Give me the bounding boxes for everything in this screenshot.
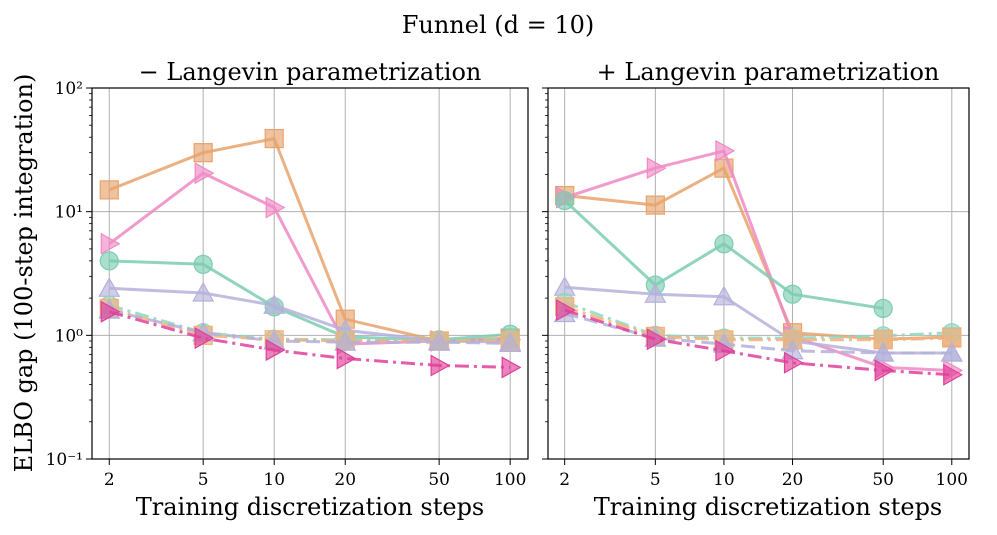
data-point-triangle-right <box>715 139 736 162</box>
data-point-triangle-up <box>872 341 895 362</box>
data-point-triangle-right <box>783 351 804 374</box>
data-point-triangle-up <box>499 332 522 353</box>
yticks-right <box>542 87 548 460</box>
series-line <box>564 305 952 342</box>
data-point-triangle-right <box>646 328 667 351</box>
series-line <box>564 308 952 377</box>
x-tick-label: 100 <box>494 470 526 490</box>
figure-title: Funnel (d = 10) <box>402 11 595 39</box>
data-point-circle <box>714 234 734 254</box>
data-point-triangle-up <box>334 330 357 351</box>
series-line <box>108 137 511 343</box>
x-tick-label: 2 <box>104 470 115 490</box>
data-point-triangle-right <box>646 157 667 180</box>
data-point-triangle-right <box>194 327 215 350</box>
data-point-square <box>99 180 119 200</box>
data-point-triangle-right <box>874 359 895 382</box>
data-point-triangle-right <box>556 299 576 322</box>
x-tick-label: 5 <box>650 470 661 490</box>
grid-right <box>548 88 969 459</box>
y-tick-label: 10² <box>55 79 83 99</box>
data-point-circle <box>555 190 575 211</box>
series-line <box>109 286 511 344</box>
data-point-triangle-right <box>336 347 357 370</box>
data-point-triangle-right <box>943 363 964 386</box>
data-point-triangle-right <box>265 339 286 362</box>
data-point-square <box>264 128 284 149</box>
data-point-circle <box>782 284 803 304</box>
data-point-triangle-up <box>644 282 667 303</box>
data-point-triangle-right <box>715 339 736 362</box>
xticks-left: 2 5 10 20 50 100 <box>104 459 526 490</box>
data-point-triangle-right <box>194 162 215 185</box>
x-tick-label: 10 <box>713 470 735 490</box>
series-left <box>98 128 522 379</box>
series-line <box>108 310 511 369</box>
x-axis-label-left: Training discretization steps <box>136 493 485 521</box>
panel-title-left: − Langevin parametrization <box>139 58 482 86</box>
y-axis-label: ELBO gap (100-step integration) <box>10 74 38 473</box>
data-point-triangle-right <box>100 300 121 323</box>
data-point-triangle-up <box>192 281 215 302</box>
series-line <box>108 308 511 345</box>
x-tick-label: 100 <box>936 470 968 490</box>
series-line <box>564 300 952 340</box>
panel-title-right: + Langevin parametrization <box>597 58 940 86</box>
x-tick-label: 50 <box>872 470 894 490</box>
data-point-triangle-up <box>553 275 576 296</box>
series-line <box>564 285 952 355</box>
series-line <box>564 149 952 372</box>
series-line <box>564 312 952 355</box>
y-tick-label: 10⁻¹ <box>46 450 83 470</box>
data-point-triangle-up <box>428 330 451 351</box>
x-tick-label: 5 <box>198 470 209 490</box>
yticks-left: 10⁻¹ 10⁰ 10¹ 10² <box>46 79 92 470</box>
xticks-right: 2 5 10 20 50 100 <box>559 459 968 490</box>
series-right <box>553 139 964 386</box>
x-tick-label: 50 <box>428 470 450 490</box>
x-tick-label: 20 <box>334 470 356 490</box>
y-tick-label: 10⁰ <box>55 326 84 346</box>
panel-right: 2 5 10 20 50 100 + Langevin parametrization T… <box>542 58 970 521</box>
x-axis-label-right: Training discretization steps <box>594 493 943 521</box>
y-tick-label: 10¹ <box>55 203 83 223</box>
data-point-square <box>645 195 665 215</box>
data-point-triangle-up <box>712 285 735 306</box>
data-point-triangle-right <box>430 354 451 377</box>
data-point-triangle-right <box>100 232 121 255</box>
data-point-square <box>193 143 213 163</box>
x-tick-label: 2 <box>559 470 570 490</box>
data-point-triangle-up <box>940 341 963 362</box>
data-point-circle <box>99 251 119 271</box>
data-point-triangle-up <box>263 294 286 314</box>
plot-frame-left <box>91 87 529 460</box>
data-point-triangle-right <box>501 356 522 379</box>
panel-left: 2 5 10 20 50 100 10⁻¹ 10⁰ 10¹ 10² − Langevin par… <box>10 58 529 521</box>
x-tick-label: 20 <box>782 470 804 490</box>
x-tick-label: 10 <box>263 470 285 490</box>
data-point-circle <box>193 254 213 274</box>
plot-frame-right <box>547 87 970 460</box>
data-point-circle <box>873 298 893 319</box>
series-line <box>109 259 511 342</box>
data-point-triangle-right <box>265 196 286 219</box>
